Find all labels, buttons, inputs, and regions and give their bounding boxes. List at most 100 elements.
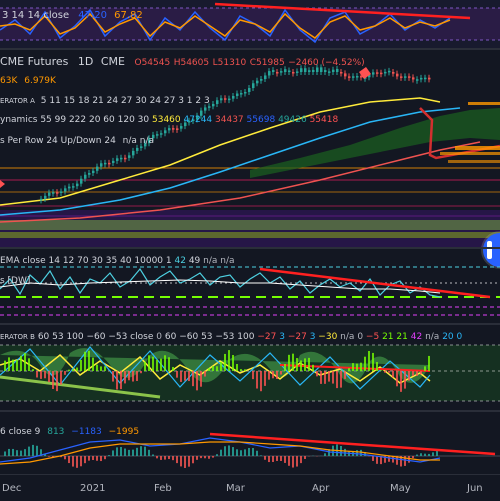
histogram-bar [360, 363, 362, 371]
macd-bar [236, 449, 238, 456]
histogram-bar [84, 352, 86, 371]
histogram-bar [112, 371, 114, 382]
candle-body [336, 69, 339, 72]
ema-value-2: 49 [189, 256, 200, 266]
candle-body [268, 71, 271, 75]
time-tick-feb: Feb [154, 483, 172, 494]
histogram-bar [192, 371, 194, 386]
candle-body [428, 78, 431, 80]
symbol-name[interactable]: CME Futures [0, 55, 68, 68]
histogram-bar [416, 371, 418, 376]
histogram-bar [120, 371, 122, 389]
macd-bar [92, 456, 94, 460]
histogram-bar [424, 366, 426, 371]
macd-bar [20, 451, 22, 456]
histogram-bar [236, 364, 238, 371]
histogram-bar [420, 371, 422, 374]
candle-body [116, 158, 119, 161]
histogram-bar [280, 371, 282, 375]
oscillator-b-value-7: 3 [279, 332, 285, 342]
oscillator-b-pane[interactable]: ERATOR B 60 53 100 −60 −53 close 0 60 −6… [0, 325, 500, 410]
macd-bar [108, 455, 110, 456]
time-axis[interactable]: Dec 2021 Feb Mar Apr May Jun [0, 474, 500, 501]
histogram-bar [132, 371, 134, 382]
ema-value-1: 42 [174, 256, 185, 266]
stoch-params: 3 14 14 close [2, 10, 69, 21]
candle-body [348, 76, 351, 78]
macd-bar [104, 456, 106, 459]
histogram-bar [260, 371, 262, 391]
histogram-bar [12, 360, 14, 371]
stoch-pane[interactable]: 3 14 14 close 47.20 67.82 [0, 0, 500, 48]
main-price-pane[interactable]: CME Futures 1D CME O54545 H54605 L51310 … [0, 50, 500, 247]
oscillator-b-value-3: 53 [201, 332, 212, 342]
histogram-bar [100, 366, 102, 371]
histogram-bar [16, 360, 18, 371]
candle-body [120, 158, 123, 160]
histogram-bar [268, 371, 270, 380]
histogram-bar [320, 371, 322, 384]
ema-pane[interactable]: EMA close 14 12 70 30 35 40 10000 1 42 4… [0, 249, 500, 323]
candle-body [112, 161, 115, 163]
indicator-c-legend: s Per Row 24 Up/Down 24 n/a n/a [0, 135, 154, 147]
histogram-bar [312, 365, 314, 371]
histogram-bar [184, 371, 186, 381]
candle-body [60, 191, 63, 193]
indicator-b-params: 55 99 222 20 60 120 30 [40, 115, 149, 125]
histogram-bar [156, 360, 158, 371]
histogram-bar [368, 351, 370, 371]
macd-bar [156, 456, 158, 458]
macd-bar [224, 446, 226, 456]
macd-bar [128, 450, 130, 456]
histogram-bar [324, 371, 326, 384]
candle-body [228, 99, 231, 101]
stoch-value-k: 47.20 [78, 10, 107, 21]
oscillator-b-na: n/a [340, 332, 354, 342]
macd-value-1: 813 [47, 427, 64, 437]
ema-params: EMA close 14 12 70 30 35 40 10000 1 [0, 256, 172, 266]
candle-body [212, 104, 215, 106]
macd-bar [4, 451, 6, 456]
macd-bar [76, 456, 78, 468]
candle-body [168, 128, 171, 130]
candle-body [260, 79, 263, 81]
candle-body [132, 151, 135, 155]
candle-body [156, 134, 159, 136]
candle-body [356, 76, 359, 78]
candle-body [96, 167, 99, 171]
macd-bar [416, 455, 418, 456]
histogram-bar [168, 357, 170, 371]
stoch-plot [0, 0, 500, 48]
candle-body [324, 70, 327, 72]
macd-bar [304, 456, 306, 459]
macd-value-2: −1183 [71, 427, 101, 437]
ema-na: n/a n/a [203, 256, 234, 266]
histogram-bar [384, 371, 386, 373]
symbol-interval[interactable]: 1D [78, 55, 93, 68]
macd-bar [36, 446, 38, 456]
histogram-bar [48, 371, 50, 382]
indicator-b-name: ynamics [0, 115, 37, 125]
indicator-c-na: n/a n/a [123, 136, 154, 146]
histogram-bar [412, 371, 414, 376]
macd-bar [280, 456, 282, 461]
oscillator-b-name: ERATOR B [0, 333, 35, 341]
macd-pane[interactable]: 6 close 9 813 −1183 −1995 [0, 412, 500, 474]
candle-body [104, 163, 107, 165]
macd-bar [296, 456, 298, 467]
histogram-bar [352, 363, 354, 371]
ohlc-open: O54545 [134, 58, 170, 68]
candle-body [176, 128, 179, 130]
candle-body [328, 71, 331, 73]
histogram-bar [200, 371, 202, 387]
macd-bar [212, 456, 214, 458]
ohlc-high: H54605 [174, 58, 209, 68]
histogram-bar [140, 371, 142, 373]
macd-bar [28, 447, 30, 456]
histogram-bar [92, 358, 94, 371]
histogram-bar [328, 371, 330, 382]
histogram-bar [296, 358, 298, 371]
oscillator-b-value-9: 3 [310, 332, 316, 342]
macd-bar [276, 456, 278, 461]
histogram-bar [272, 371, 274, 378]
